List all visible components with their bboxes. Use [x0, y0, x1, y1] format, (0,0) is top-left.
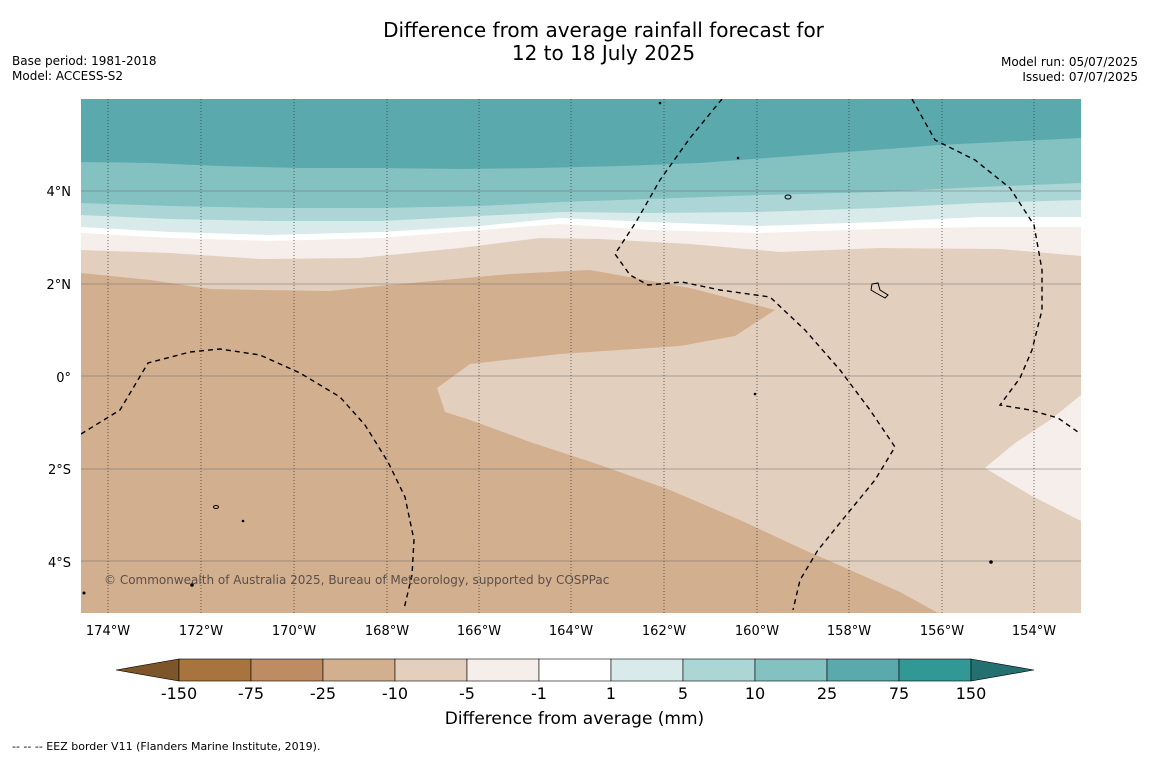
lon-label-154w: 154°W — [1012, 624, 1056, 639]
lon-label-162w: 162°W — [642, 624, 686, 639]
lon-label-174w: 174°W — [86, 624, 130, 639]
colorbar-segment — [250, 658, 324, 682]
colorbar-tick-label: 5 — [678, 684, 688, 703]
island-southwest-2 — [241, 519, 245, 523]
lat-label-equator: 0° — [56, 371, 71, 386]
island-north-1 — [658, 101, 662, 105]
colorbar-ticks: -150 -75 -25 -10 -5 -1 1 5 10 25 75 150 — [161, 684, 986, 703]
colorbar-tick-label: 75 — [889, 684, 909, 703]
colorbar-segment — [898, 658, 972, 682]
colorbar-under-triangle — [115, 658, 180, 682]
lon-label-172w: 172°W — [179, 624, 223, 639]
lon-label-156w: 156°W — [920, 624, 964, 639]
colorbar-over-triangle — [970, 658, 1035, 682]
island-southwest-1 — [213, 505, 219, 509]
colorbar-tick-label: -10 — [382, 684, 408, 703]
eez-borders — [81, 99, 1079, 611]
lat-labels: 4°N 2°N 0° 2°S 4°S — [47, 185, 72, 571]
meta-right: Model run: 05/07/2025 Issued: 07/07/2025 — [1001, 55, 1138, 85]
colorbar-segment — [178, 658, 252, 682]
colorbar-segment — [826, 658, 900, 682]
island-kiritimati — [870, 282, 889, 299]
lon-label-168w: 168°W — [365, 624, 409, 639]
base-period-text: Base period: 1981-2018 — [12, 54, 157, 68]
colorbar-label: Difference from average (mm) — [444, 709, 705, 729]
colorbar-segment — [466, 658, 540, 682]
lon-label-164w: 164°W — [549, 624, 593, 639]
map-title: Difference from average rainfall forecas… — [0, 19, 1150, 65]
rainfall-field: © Commonwealth of Australia 2025, Bureau… — [81, 99, 1081, 613]
colorbar-tick-label: -150 — [161, 684, 197, 703]
colorbar-segment — [322, 658, 396, 682]
colorbar-segment — [754, 658, 828, 682]
islands — [82, 101, 993, 595]
model-run-text: Model run: 05/07/2025 — [1000, 55, 1138, 69]
lon-label-160w: 160°W — [735, 624, 779, 639]
colorbar-tick-label: -5 — [459, 684, 475, 703]
title-line-2: 12 to 18 July 2025 — [511, 41, 696, 65]
colorbar-tick-label: 150 — [956, 684, 987, 703]
island-kiritimati-north — [784, 194, 792, 200]
colorbar-tick-label: -25 — [310, 684, 336, 703]
eez-border-kiribati-phoenix — [81, 348, 415, 610]
lon-label-158w: 158°W — [827, 624, 871, 639]
colorbar-tick-label: -75 — [238, 684, 264, 703]
colorbar-tick-label: 1 — [606, 684, 616, 703]
gridlines — [81, 99, 1081, 613]
lon-labels: 174°W 172°W 170°W 168°W 166°W 164°W 162°… — [86, 624, 1056, 639]
lat-label-4n: 4°N — [47, 185, 72, 200]
copyright-text: © Commonwealth of Australia 2025, Bureau… — [104, 573, 609, 587]
colorbar-tick-label: -1 — [531, 684, 547, 703]
eez-legend-footer: -- -- -- EEZ border V11 (Flanders Marine… — [12, 740, 321, 753]
colorbar-tick-label: 25 — [817, 684, 837, 703]
island-southwest-3 — [190, 583, 194, 587]
lon-label-166w: 166°W — [457, 624, 501, 639]
lat-label-4s: 4°S — [48, 556, 71, 571]
band-25-75 — [81, 99, 1081, 169]
colorbar-segment — [682, 658, 756, 682]
colorbar-segment — [538, 658, 612, 682]
lat-label-2n: 2°N — [47, 278, 72, 293]
island-west — [82, 591, 86, 595]
island-north-2 — [736, 156, 740, 160]
lat-label-2s: 2°S — [48, 463, 71, 478]
island-southeast — [989, 560, 993, 564]
colorbar-segment — [610, 658, 684, 682]
eez-border-line-islands — [911, 99, 1079, 433]
title-line-1: Difference from average rainfall forecas… — [383, 18, 824, 42]
colorbar: -150 -75 -25 -10 -5 -1 1 5 10 25 75 150 — [115, 658, 1035, 703]
band-neg5-neg1-southeast — [985, 395, 1081, 521]
issued-text: Issued: 07/07/2025 — [1022, 70, 1138, 84]
colorbar-tick-label: 10 — [745, 684, 765, 703]
meta-left: Base period: 1981-2018 Model: ACCESS-S2 — [12, 54, 157, 84]
island-jarvis — [753, 392, 757, 396]
colorbar-segment — [394, 658, 468, 682]
colorbar-segments — [178, 658, 972, 682]
model-text: Model: ACCESS-S2 — [12, 69, 124, 83]
lon-label-170w: 170°W — [272, 624, 316, 639]
